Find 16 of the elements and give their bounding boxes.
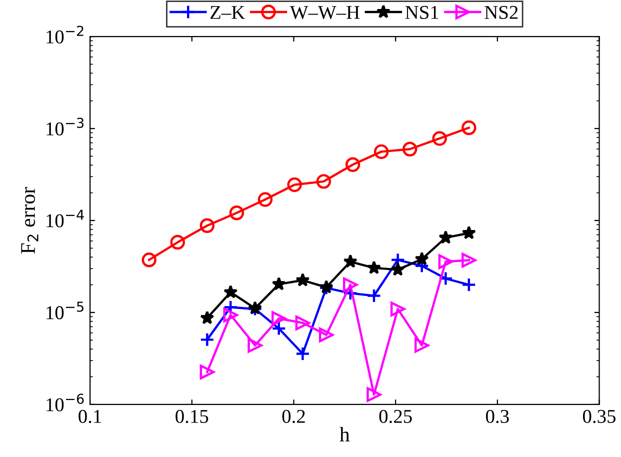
- legend-label: NS1: [405, 6, 438, 19]
- x-tick-label: 0.2: [282, 410, 305, 424]
- y-axis-title: F$_{2}$ error: [21, 187, 38, 254]
- x-tick-label: 0.3: [486, 410, 509, 424]
- x-tick-label: 0.1: [78, 410, 102, 424]
- y-tick-label: 10$^{−3}$: [46, 118, 84, 136]
- y-tick-label: 10$^{−5}$: [46, 302, 84, 320]
- y-tick-label: 10$^{−4}$: [46, 210, 84, 228]
- y-tick-label: 10$^{−2}$: [46, 26, 84, 44]
- legend-label: Z–K: [210, 6, 245, 19]
- x-tick-label: 0.35: [582, 410, 616, 424]
- legend-label: NS2: [484, 6, 518, 19]
- x-tick-label: 0.15: [176, 410, 208, 424]
- x-tick-label: 0.25: [379, 410, 412, 424]
- legend-label: W–W–H: [290, 6, 360, 20]
- x-axis-title: h: [340, 426, 350, 442]
